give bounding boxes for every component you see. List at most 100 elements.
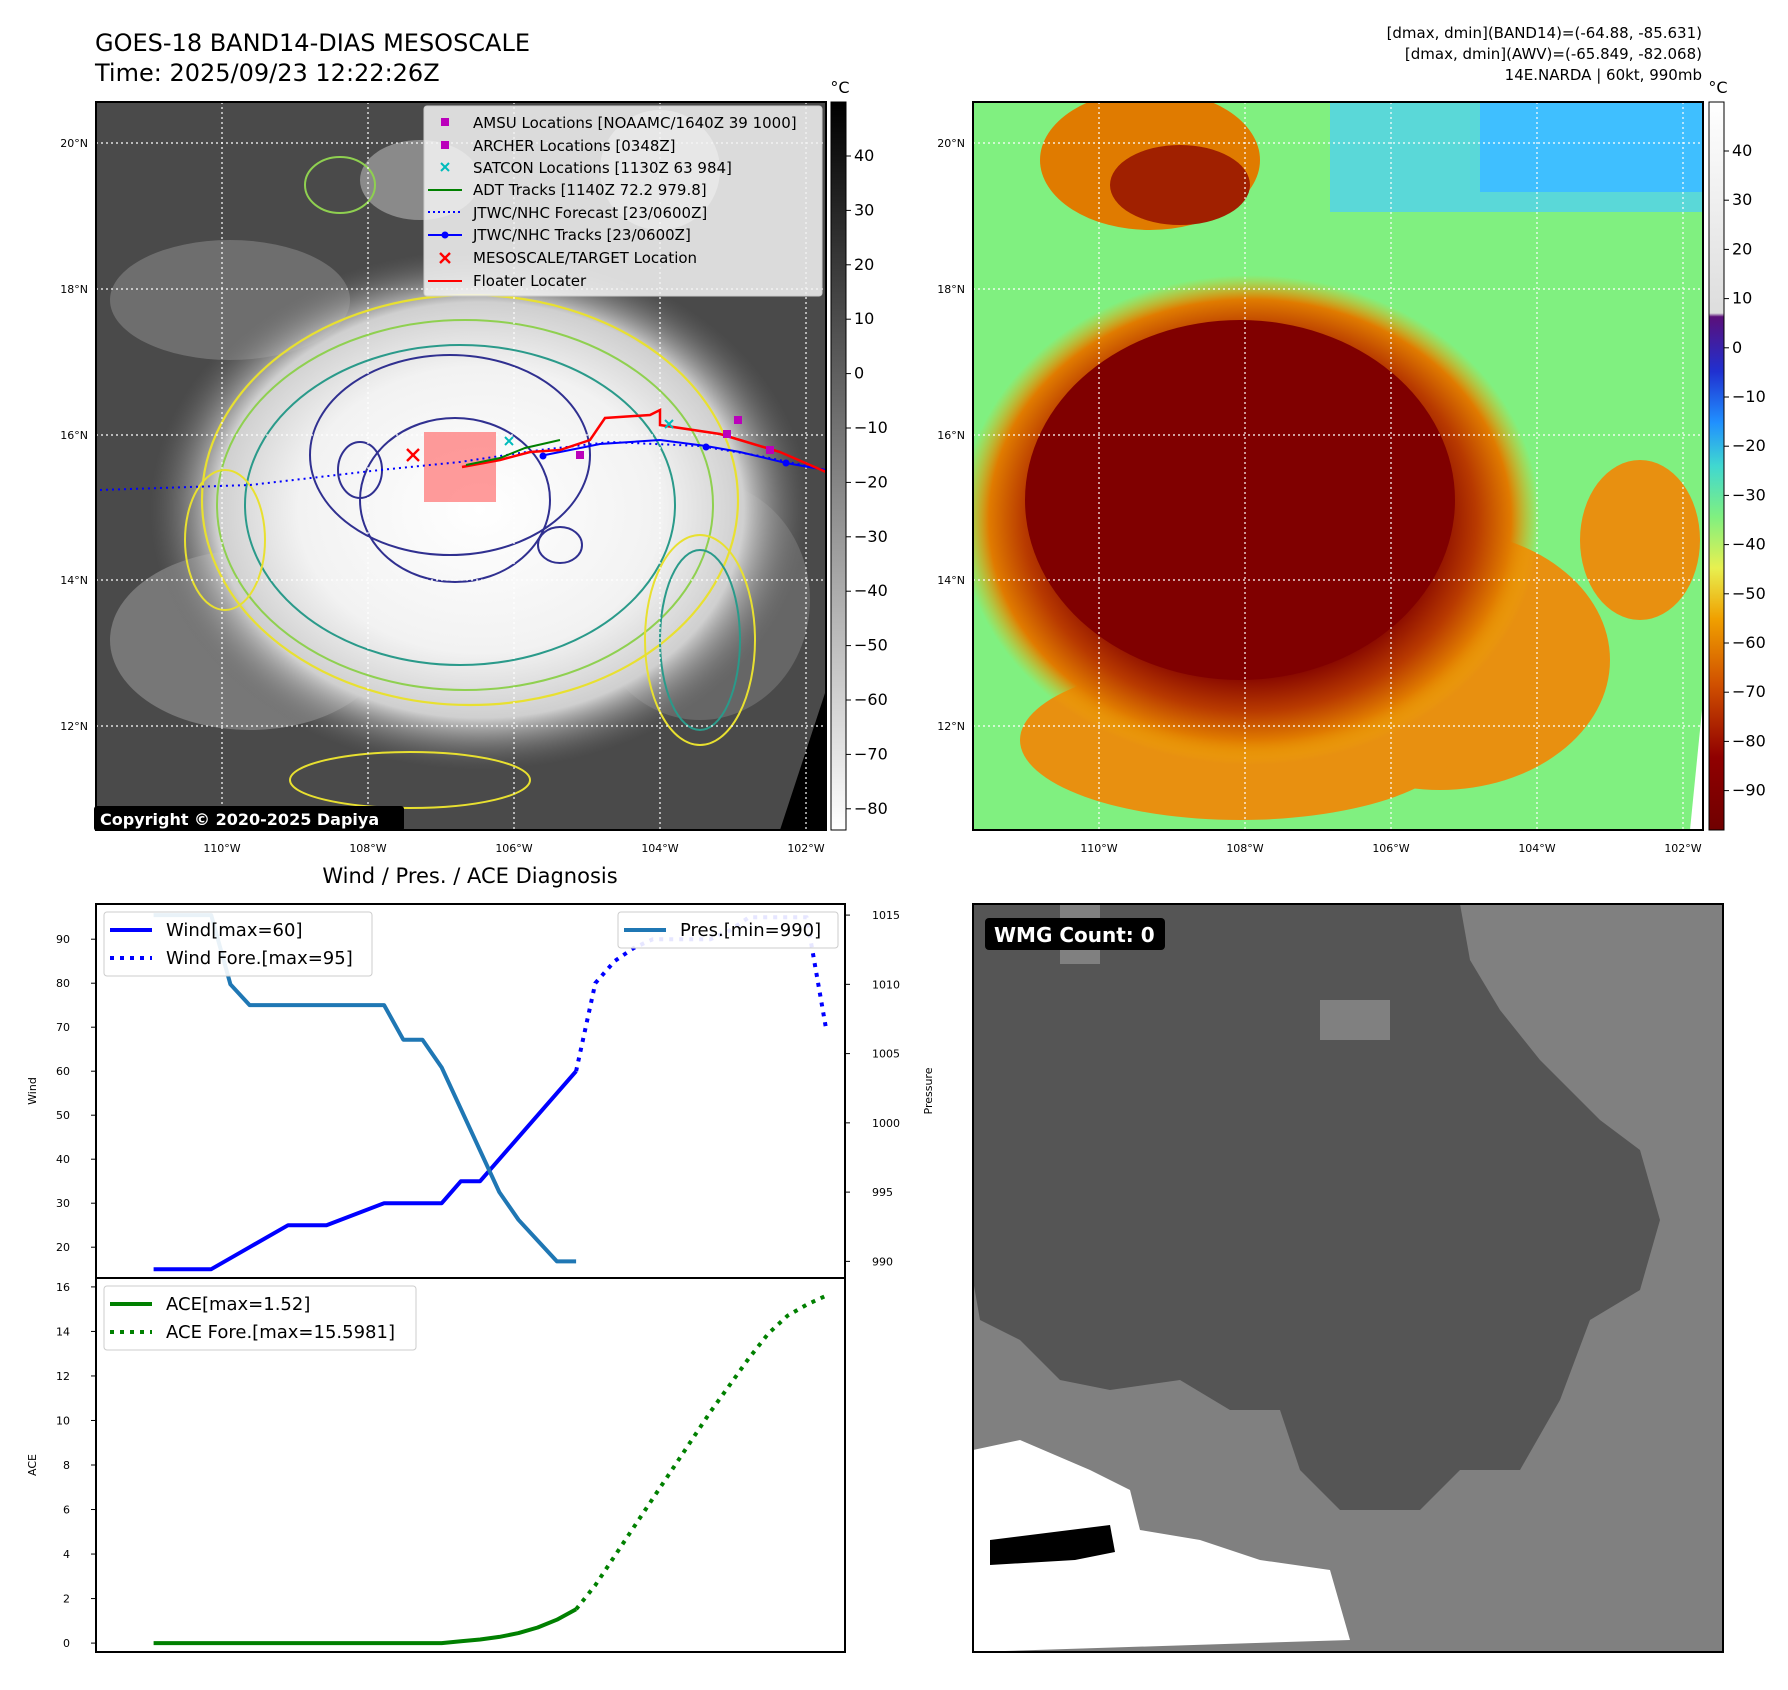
y-tick-label: 4 — [63, 1548, 70, 1561]
wmg-panel: WMG Count: 0 — [972, 903, 1724, 1653]
y2-tick-label: 1015 — [872, 909, 900, 922]
wmg-dark-region — [973, 904, 1660, 1510]
awv-lon-ticks: 110°W 108°W 106°W 104°W 102°W — [1080, 842, 1701, 855]
colorbar-tick-label: −30 — [1732, 485, 1766, 504]
legend-target: MESOSCALE/TARGET Location — [473, 249, 697, 267]
storm-info: 14E.NARDA | 60kt, 990mb — [1505, 66, 1702, 84]
legend-target-marker — [439, 252, 451, 264]
ir-map-panel: AMSU Locations [NOAAMC/1640Z 39 1000] AR… — [60, 101, 827, 855]
legend-amsu-marker — [441, 118, 449, 126]
colorbar-tick-label: −40 — [854, 581, 888, 600]
y-tick-label: 8 — [63, 1459, 70, 1472]
y2-tick-label: 1000 — [872, 1117, 900, 1130]
colorbar-tick-label: 10 — [1732, 289, 1752, 308]
legend-adt: ADT Tracks [1140Z 72.2 979.8] — [473, 181, 707, 199]
colorbar-tick-label: 30 — [1732, 190, 1752, 209]
svg-text:14°N: 14°N — [60, 574, 88, 587]
colorbar-tick-label: 30 — [854, 200, 874, 219]
svg-text:20°N: 20°N — [937, 137, 965, 150]
copyright-box — [94, 806, 404, 831]
svg-text:18°N: 18°N — [60, 283, 88, 296]
svg-text:16°N: 16°N — [60, 429, 88, 442]
y-tick-label: 70 — [56, 1021, 70, 1034]
colorbar-tick-label: −70 — [854, 744, 888, 763]
y-tick-label: 2 — [63, 1593, 70, 1606]
colorbar-tick-label: −70 — [1732, 682, 1766, 701]
y-tick-label: 14 — [56, 1325, 70, 1338]
y-tick-label: 40 — [56, 1153, 70, 1166]
colorbar-tick-label: −10 — [854, 418, 888, 437]
wmg-count-label: WMG Count: 0 — [994, 923, 1155, 947]
series-line-2 — [153, 913, 577, 1264]
svg-text:106°W: 106°W — [1372, 842, 1409, 855]
ace-chart: 0 2 4 6 8 10 12 14 16 ACE ACE[max=1.52] ACE Fore… — [26, 1277, 846, 1653]
y-tick-label: 10 — [56, 1414, 70, 1427]
colorbar-tick-label: 0 — [1732, 338, 1742, 357]
colorbar-tick-label: −60 — [1732, 633, 1766, 652]
y-tick-label: 90 — [56, 933, 70, 946]
awv-lat-ticks: 20°N 18°N 16°N 14°N 12°N — [937, 137, 965, 733]
wind-ylabel: Wind — [26, 1077, 39, 1105]
svg-text:14°N: 14°N — [937, 574, 965, 587]
pressure-ylabel: Pressure — [922, 1067, 935, 1114]
svg-text:16°N: 16°N — [937, 429, 965, 442]
colorbar-tick-label: −50 — [1732, 584, 1766, 603]
svg-text:18°N: 18°N — [937, 283, 965, 296]
map-legend: AMSU Locations [NOAAMC/1640Z 39 1000] AR… — [423, 105, 823, 297]
mesoscale-box — [424, 432, 496, 502]
series-line-1 — [574, 1293, 827, 1611]
legend-ace: ACE[max=1.52] — [166, 1294, 310, 1315]
colorbar-tick-label: 10 — [854, 309, 874, 328]
svg-text:12°N: 12°N — [937, 720, 965, 733]
legend-wind: Wind[max=60] — [166, 920, 303, 941]
colorbar-tick-label: −10 — [1732, 387, 1766, 406]
awv-imagery — [973, 102, 1703, 830]
floater-track — [461, 407, 826, 474]
colorbar-tick-label: −80 — [854, 799, 888, 818]
legend-floater: Floater Locater — [473, 272, 587, 290]
y-tick-label: 6 — [63, 1504, 70, 1517]
colorbar-tick-label: 20 — [1732, 239, 1752, 258]
y2-tick-label: 995 — [872, 1186, 893, 1199]
colorbar-tick-label: −30 — [854, 527, 888, 546]
ace-ylabel: ACE — [26, 1454, 39, 1476]
legend-satcon: SATCON Locations [1130Z 63 984] — [473, 159, 732, 177]
copyright-text: Copyright © 2020-2025 Dapiya — [100, 810, 379, 829]
legend-pressure: Pres.[min=990] — [680, 920, 821, 941]
colorbar-tick-label: 40 — [1732, 141, 1752, 160]
ir-lon-ticks: 110°W 108°W 106°W 104°W 102°W — [203, 842, 824, 855]
y2-tick-label: 1010 — [872, 978, 900, 991]
wmg-black-region — [990, 1525, 1115, 1565]
svg-text:110°W: 110°W — [203, 842, 240, 855]
dmax-band14: [dmax, dmin](BAND14)=(-64.88, -85.631) — [1387, 24, 1702, 42]
svg-text:108°W: 108°W — [349, 842, 386, 855]
legend-amsu: AMSU Locations [NOAAMC/1640Z 39 1000] — [473, 114, 797, 132]
svg-text:104°W: 104°W — [1518, 842, 1555, 855]
svg-text:104°W: 104°W — [641, 842, 678, 855]
dmax-awv: [dmax, dmin](AWV)=(-65.849, -82.068) — [1405, 45, 1702, 63]
svg-text:106°W: 106°W — [495, 842, 532, 855]
colorbar-tick-label: 0 — [854, 364, 864, 383]
y-tick-label: 60 — [56, 1065, 70, 1078]
svg-text:20°N: 20°N — [60, 137, 88, 150]
awv-colorbar: °C 40 30 20 10 0 −10 −20 −30 −40 −50 −60 −70 −80 −90 — [1708, 78, 1766, 831]
colorbar-tick-label: −20 — [854, 472, 888, 491]
colorbar-tick-label: 20 — [854, 255, 874, 274]
colorbar-tick-label: −80 — [1732, 731, 1766, 750]
legend-archer-marker — [441, 141, 449, 149]
legend-archer: ARCHER Locations [0348Z] — [473, 137, 676, 155]
ir-colorbar-unit: °C — [830, 78, 849, 97]
awv-colorbar-unit: °C — [1708, 78, 1727, 97]
ir-colorbar-ticks: 40 30 20 10 0 −10 −20 −30 −40 −50 −60 −70 −80 — [846, 146, 888, 818]
colorbar-tick-label: 40 — [854, 146, 874, 165]
svg-text:110°W: 110°W — [1080, 842, 1117, 855]
wind-legend: Wind[max=60] Wind Fore.[max=95] — [103, 911, 373, 977]
y2-tick-label: 1005 — [872, 1048, 900, 1061]
legend-forecast: JTWC/NHC Forecast [23/0600Z] — [472, 204, 707, 222]
y2-tick-label: 990 — [872, 1255, 893, 1268]
awv-map-panel: 20°N 18°N 16°N 14°N 12°N 110°W 108°W 106… — [937, 101, 1704, 855]
y-tick-label: 50 — [56, 1109, 70, 1122]
y-tick-label: 20 — [56, 1241, 70, 1254]
wmg-white-region — [973, 1440, 1350, 1652]
